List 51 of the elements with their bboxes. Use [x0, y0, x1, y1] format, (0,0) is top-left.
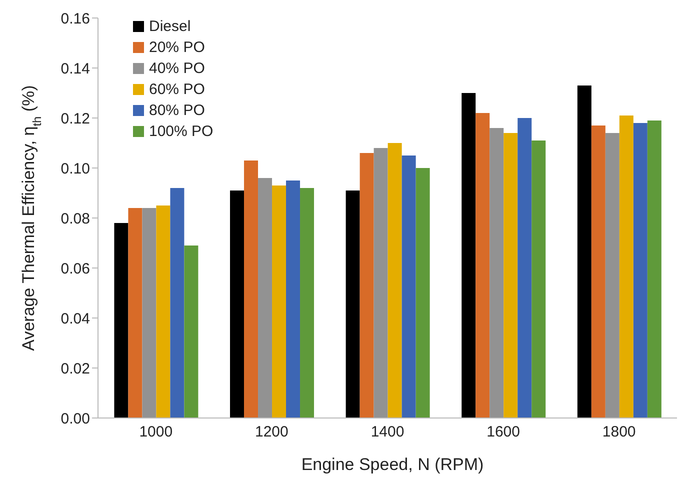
bar [416, 168, 430, 418]
bar [156, 206, 170, 418]
bar [346, 190, 360, 418]
y-tick-label: 0.06 [60, 260, 90, 278]
x-axis-title: Engine Speed, N (RPM) [301, 455, 484, 474]
y-tick-label: 0.00 [60, 410, 90, 428]
bar [532, 140, 546, 418]
y-tick-label: 0.14 [60, 60, 90, 78]
x-tick-label: 1800 [602, 424, 636, 441]
y-tick-label: 0.10 [60, 160, 90, 178]
bar [402, 156, 416, 418]
legend-label: 80% PO [149, 101, 205, 121]
bar [647, 120, 662, 418]
bar [591, 126, 606, 418]
bar [633, 123, 648, 418]
bar [490, 128, 504, 418]
x-tick-label: 1600 [486, 424, 520, 441]
y-tick-label: 0.02 [60, 360, 90, 378]
bar [272, 186, 286, 418]
y-tick-label: 0.04 [60, 310, 90, 328]
bar [504, 133, 518, 418]
bar [577, 86, 592, 418]
y-tick-label: 0.08 [60, 210, 90, 228]
legend-label: 20% PO [149, 38, 205, 58]
bar [184, 246, 198, 418]
bar [244, 160, 258, 418]
y-tick-label: 0.12 [60, 110, 90, 128]
bar [518, 118, 532, 418]
bar [128, 208, 142, 418]
legend-label: 60% PO [149, 80, 205, 100]
bar [258, 178, 272, 418]
bar [286, 180, 300, 418]
bar [388, 143, 402, 418]
legend-label: 100% PO [149, 122, 214, 142]
x-tick-label: 1400 [370, 424, 404, 441]
legend-label: 40% PO [149, 59, 205, 79]
x-tick-label: 1000 [139, 424, 173, 441]
bar [462, 93, 476, 418]
bar [360, 153, 374, 418]
bar [476, 113, 490, 418]
bar [170, 188, 184, 418]
bar [142, 208, 156, 418]
bar [230, 190, 244, 418]
legend-label: Diesel [149, 17, 191, 37]
bar [114, 223, 128, 418]
bar [300, 188, 314, 418]
x-tick-label: 1200 [255, 424, 288, 441]
y-tick-label: 0.16 [60, 10, 90, 28]
bar [605, 133, 620, 418]
bar [374, 148, 388, 418]
bar [619, 116, 634, 418]
